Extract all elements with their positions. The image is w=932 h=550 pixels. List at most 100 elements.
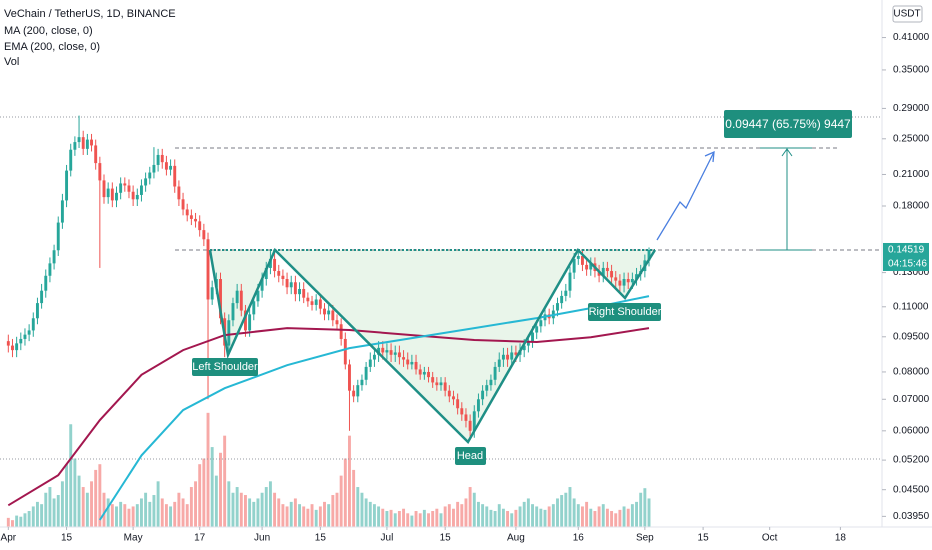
volume-bar	[497, 504, 501, 527]
x-tick-label: 18	[835, 533, 847, 544]
candle-body	[239, 290, 243, 311]
volume-bar	[98, 464, 102, 527]
volume-bar	[23, 513, 27, 527]
volume-bar	[219, 452, 222, 527]
candle-body	[44, 275, 48, 291]
volume-bar	[576, 504, 580, 527]
y-tick-label: 0.11000	[893, 301, 929, 312]
volume-bar	[331, 495, 335, 527]
volume-bar	[189, 487, 193, 527]
volume-bar	[597, 506, 601, 527]
volume-bar	[323, 501, 326, 527]
volume-bar	[518, 506, 522, 527]
candle-body	[460, 408, 464, 415]
measure-arrow	[781, 148, 793, 157]
candle-body	[244, 310, 247, 331]
volume-bar	[135, 504, 139, 527]
y-tick-label: 0.06000	[893, 425, 930, 436]
candle-body	[60, 200, 64, 223]
volume-bar	[410, 515, 414, 527]
candle-body	[531, 332, 534, 342]
volume-bar	[547, 506, 551, 527]
candle-body	[35, 303, 39, 319]
volume-bar	[206, 412, 210, 527]
candle-body	[452, 396, 455, 400]
candle-body	[481, 390, 485, 400]
candle-body	[630, 278, 634, 283]
volume-bar	[389, 509, 393, 527]
volume-bar	[85, 492, 89, 527]
candle-body	[443, 382, 447, 391]
volume-bar	[622, 506, 626, 527]
candle-body	[372, 354, 376, 360]
volume-bar	[610, 511, 614, 527]
candle-body	[302, 288, 306, 298]
volume-bar	[73, 458, 77, 527]
candle-body	[381, 347, 385, 353]
candle-body	[514, 352, 518, 355]
candle-body	[156, 154, 160, 165]
candle-body	[110, 188, 114, 201]
volume-bar	[372, 504, 376, 527]
volume-bar	[397, 511, 401, 527]
volume-bar	[177, 492, 181, 527]
volume-bar	[476, 501, 480, 527]
y-tick-label: 0.05200	[893, 455, 930, 466]
volume-bar	[601, 504, 605, 527]
volume-bar	[364, 498, 368, 527]
y-tick-label: 0.13000	[893, 267, 930, 278]
candle-body	[597, 271, 601, 276]
volume-bar	[35, 501, 39, 527]
candle-body	[169, 165, 173, 170]
legend-entry: MA (200, close, 0)	[4, 25, 93, 37]
volume-bar	[406, 513, 410, 527]
candle-body	[306, 297, 310, 302]
candles-layer	[6, 115, 651, 438]
candle-body	[585, 264, 589, 270]
candle-body	[273, 258, 277, 272]
candle-body	[393, 352, 397, 355]
candle-body	[647, 249, 651, 261]
volume-bar	[551, 504, 555, 527]
candle-body	[556, 303, 559, 311]
x-tick-label: 15	[61, 533, 73, 544]
volume-bar	[110, 504, 114, 527]
candle-body	[77, 137, 81, 143]
volume-bar	[335, 492, 339, 527]
candle-body	[27, 330, 31, 335]
candle-body	[202, 230, 206, 240]
measure-box	[724, 110, 852, 138]
volume-bar	[556, 498, 559, 527]
volume-bar	[277, 498, 281, 527]
volume-bar	[580, 506, 584, 527]
candle-body	[485, 385, 489, 391]
candle-body	[364, 366, 368, 380]
candle-body	[31, 318, 35, 331]
volume-bar	[48, 487, 52, 527]
volume-bar	[314, 509, 318, 527]
volume-bar	[260, 492, 264, 527]
candle-body	[431, 377, 435, 383]
candle-body	[539, 320, 543, 327]
chart-title: VeChain / TetherUS, 1D, BINANCE	[4, 8, 176, 20]
y-tick-label: 0.04500	[893, 484, 930, 495]
currency: USDT	[893, 9, 920, 20]
y-tick-label: 0.03950	[893, 511, 930, 522]
volume-bar	[77, 475, 81, 527]
candle-body	[260, 278, 264, 291]
x-tick-label: May	[124, 533, 143, 544]
y-tick-label: 0.18000	[893, 201, 930, 212]
candle-body	[131, 191, 135, 200]
candle-body	[40, 290, 44, 304]
y-tick-label: 0.21000	[893, 169, 930, 180]
volume-bar	[31, 506, 35, 527]
volume-bar	[402, 508, 406, 527]
label-box	[192, 358, 258, 376]
candle-body	[489, 379, 493, 386]
volume-bar	[285, 506, 289, 527]
currency-box	[892, 5, 923, 23]
volume-bar	[360, 492, 364, 527]
candle-body	[198, 221, 202, 231]
candle-body	[177, 186, 181, 200]
volume-bar	[414, 511, 418, 527]
